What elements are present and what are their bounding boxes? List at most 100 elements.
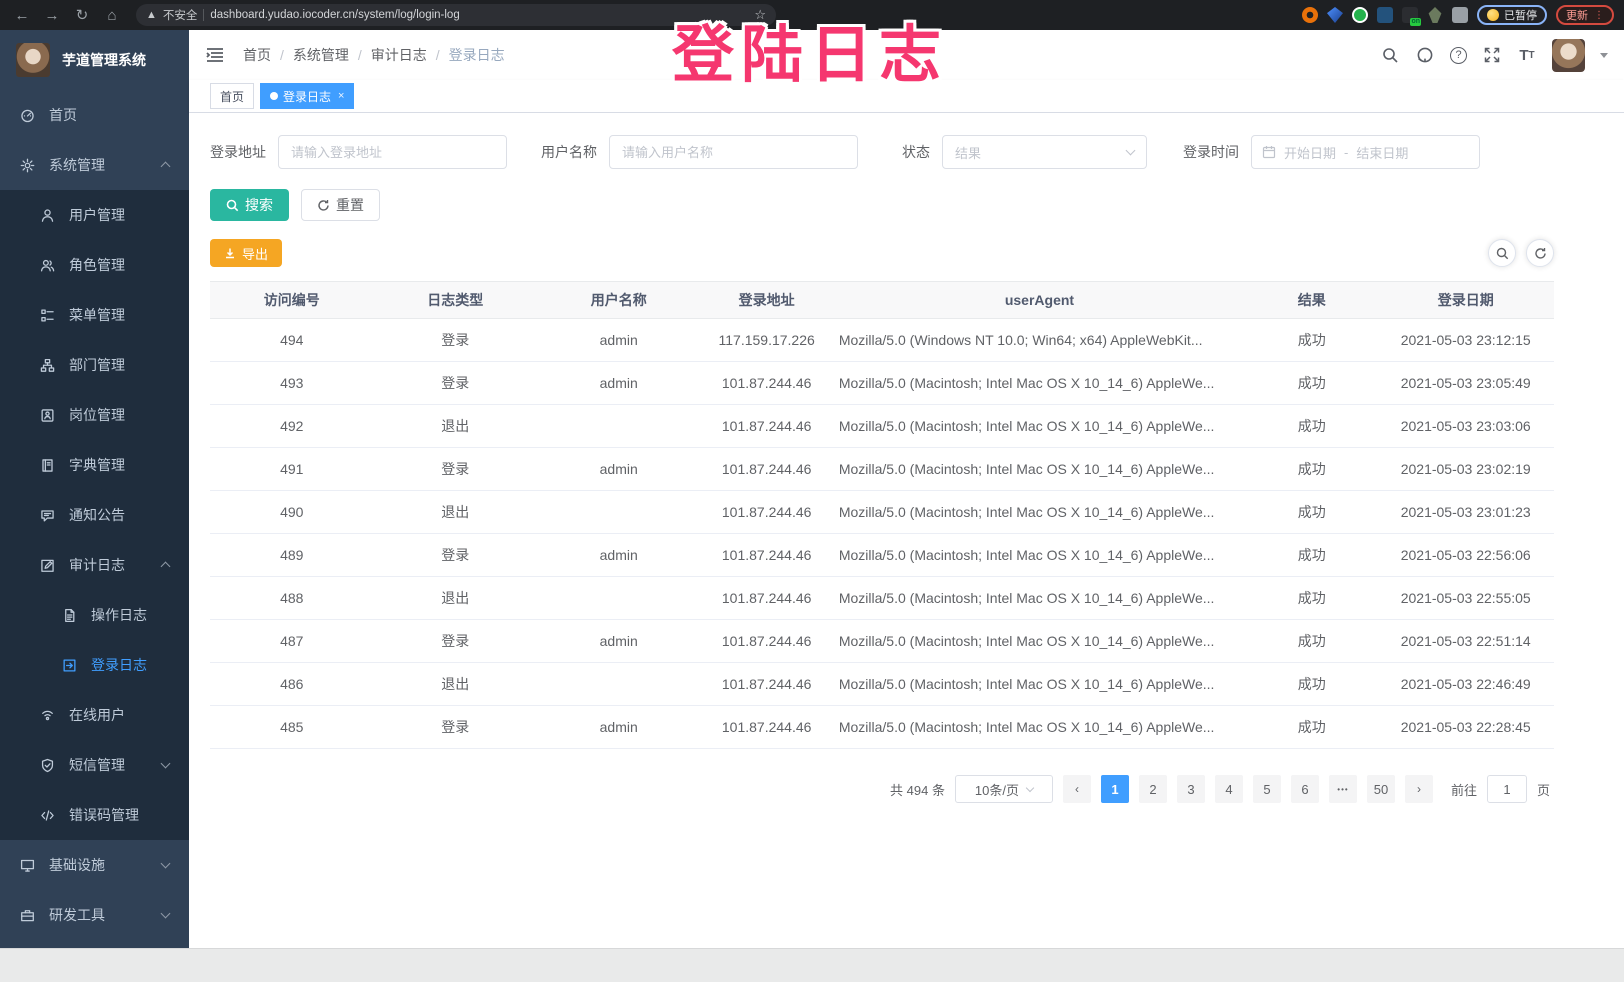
page-button-5[interactable]: 5 [1252,775,1281,803]
table-cell: 2021-05-03 22:28:45 [1377,705,1554,749]
page-button-2[interactable]: 2 [1138,775,1167,803]
extensions-puzzle-icon[interactable] [1452,7,1468,23]
column-header: 日志类型 [373,281,537,319]
breadcrumb-item[interactable]: 首页 [243,47,271,63]
page-button-4[interactable]: 4 [1214,775,1243,803]
goto-page-input[interactable] [1486,775,1527,803]
tab-home[interactable]: 首页 [210,83,255,109]
reload-button[interactable]: ↻ [75,7,89,24]
bookmark-star-icon[interactable]: ☆ [754,7,766,22]
sidebar-item-role-management[interactable]: 角色管理 [0,240,189,290]
page-button-3[interactable]: 3 [1176,775,1205,803]
extension-orange-icon[interactable] [1302,7,1318,23]
sidebar-item-error-code[interactable]: 错误码管理 [0,790,189,840]
close-icon[interactable]: × [338,90,345,102]
sidebar-item-online-user[interactable]: 在线用户 [0,690,189,740]
table-cell: 登录 [373,533,537,577]
table-toolbar: 导出 [210,239,1554,267]
page-button-50[interactable]: 50 [1366,775,1395,803]
breadcrumb-item[interactable]: 系统管理 [292,47,349,63]
search-button[interactable]: 搜索 [210,189,289,221]
table-cell: Mozilla/5.0 (Windows NT 10.0; Win64; x64… [832,318,1247,362]
extension-gem-icon[interactable] [1327,7,1343,23]
chevron-up-icon [160,561,171,572]
fullscreen-icon[interactable] [1482,45,1502,65]
refresh-table-icon[interactable] [1526,239,1554,267]
paused-label: 已暂停 [1504,10,1537,22]
sidebar-item-dev-tools[interactable]: 研发工具 [0,890,189,940]
sidebar-item-label: 首页 [49,107,77,123]
breadcrumb-item[interactable]: 审计日志 [370,47,427,63]
chevron-down-icon[interactable] [1600,52,1608,58]
sidebar-item-operate-log[interactable]: 操作日志 [0,590,189,640]
login-log-icon [62,658,77,673]
forward-button[interactable]: → [44,6,60,24]
sidebar-item-login-log[interactable]: 登录日志 [0,640,189,690]
table-row: 493 登录 admin 101.87.244.46 Mozilla/5.0 (Maci… [210,361,1554,405]
sidebar-item-audit-log[interactable]: 审计日志 [0,540,189,590]
username-input[interactable] [609,135,858,169]
table-cell: Mozilla/5.0 (Macintosh; Intel Mac OS X 1… [832,361,1247,405]
sidebar-item-label: 岗位管理 [69,407,125,423]
sidebar-item-dict-management[interactable]: 字典管理 [0,440,189,490]
sidebar-item-dept-management[interactable]: 部门管理 [0,340,189,390]
start-date-placeholder: 开始日期 [1284,145,1337,161]
sidebar-item-label: 研发工具 [49,907,105,923]
sidebar-item-notice[interactable]: 通知公告 [0,490,189,540]
chevron-up-icon [160,161,171,172]
extension-green-icon[interactable] [1352,7,1368,23]
address-input[interactable] [278,135,507,169]
table-cell: Mozilla/5.0 (Macintosh; Intel Mac OS X 1… [832,404,1247,448]
reset-button[interactable]: 重置 [301,189,380,221]
table-cell: 101.87.244.46 [700,361,833,405]
sidebar-item-user-management[interactable]: 用户管理 [0,190,189,240]
hamburger-icon[interactable] [205,45,225,65]
update-button[interactable]: 更新 ⋮ [1556,5,1614,25]
table-cell: 101.87.244.46 [700,662,833,706]
status-select[interactable]: 结果 [942,135,1147,169]
next-page-button[interactable]: › [1404,775,1433,803]
table-cell: 487 [210,619,374,663]
page-button-6[interactable]: 6 [1290,775,1319,803]
table-cell: 登录 [373,447,537,491]
table-header-row: 访问编号 日志类型 用户名称 登录地址 userAgent 结果 登录日期 [210,281,1554,319]
back-button[interactable]: ← [14,6,30,24]
toggle-search-icon[interactable] [1488,239,1516,267]
url-bar[interactable]: ▲ 不安全 dashboard.yudao.iocoder.cn/system/… [136,4,776,26]
tab-login-log[interactable]: 登录日志 × [260,83,355,109]
date-range-picker[interactable]: 开始日期 - 结束日期 [1251,135,1480,169]
github-icon[interactable] [1415,45,1435,65]
extension-pin-icon[interactable] [1428,7,1442,23]
username-label: 用户名称 [541,144,597,160]
help-icon[interactable]: ? [1450,46,1467,64]
edit-icon [40,558,55,573]
sidebar-item-menu-management[interactable]: 菜单管理 [0,290,189,340]
sidebar-item-home[interactable]: 首页 [0,90,189,140]
page-ellipsis[interactable]: ••• [1328,775,1357,803]
paused-badge[interactable]: 已暂停 [1477,5,1547,25]
logo-row[interactable]: 芋道管理系统 [0,30,189,90]
sidebar-item-infrastructure[interactable]: 基础设施 [0,840,189,890]
browser-menu-icon[interactable]: ⋮ [1594,9,1604,21]
sidebar-item-system-management[interactable]: 系统管理 [0,140,189,190]
sidebar-item-post-management[interactable]: 岗位管理 [0,390,189,440]
avatar[interactable] [1552,38,1585,72]
breadcrumb-separator: / [357,47,362,63]
search-icon[interactable] [1380,45,1400,65]
update-label: 更新 [1566,10,1588,22]
extension-switch-icon[interactable]: on [1402,7,1421,26]
magnifier-icon [226,199,239,211]
browser-chrome: ← → ↻ ⌂ ▲ 不安全 dashboard.yudao.iocoder.cn… [0,0,1624,30]
page-size-select[interactable]: 10条/页 [954,775,1053,803]
table-cell: 101.87.244.46 [700,533,833,577]
export-button[interactable]: 导出 [210,239,283,267]
home-button[interactable]: ⌂ [107,6,117,24]
page-button-1[interactable]: 1 [1100,775,1129,803]
app-title: 芋道管理系统 [62,52,146,68]
sidebar-item-sms-management[interactable]: 短信管理 [0,740,189,790]
prev-page-button[interactable]: ‹ [1062,775,1091,803]
table-cell: 485 [210,705,374,749]
url-divider [203,9,205,21]
extension-grid-icon[interactable] [1377,7,1393,23]
